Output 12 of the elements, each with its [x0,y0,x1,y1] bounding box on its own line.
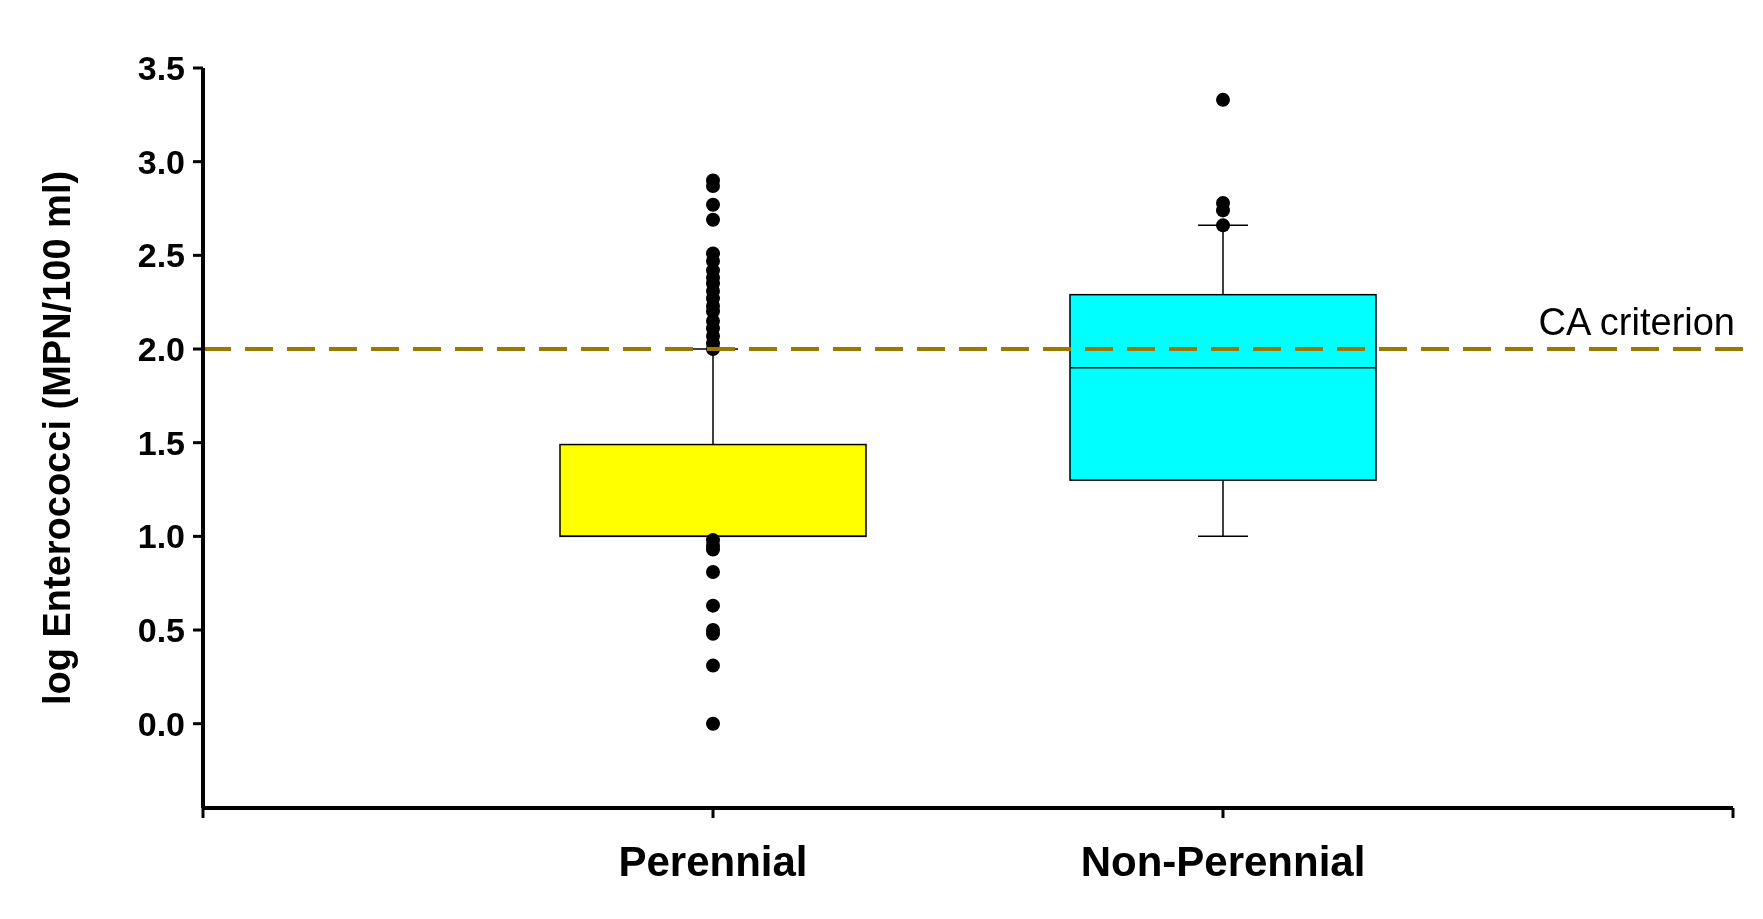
y-tick-label: 2.5 [137,236,185,275]
y-tick-label: 3.0 [137,142,185,181]
ref-line-label: CA criterion [1538,301,1735,344]
y-tick-label: 0.0 [137,704,185,743]
y-tick-label: 1.5 [137,423,185,462]
x-tick-label: Non-Perennial [1080,838,1366,885]
y-tick-label: 1.0 [137,517,185,556]
x-tick-label: Perennial [618,838,808,885]
y-tick-label: 2.0 [137,329,185,368]
y-axis-title: log Enterococci (MPN/100 ml) [36,170,78,706]
y-tick-label: 0.5 [137,610,185,649]
y-tick-label: 3.5 [137,48,185,87]
